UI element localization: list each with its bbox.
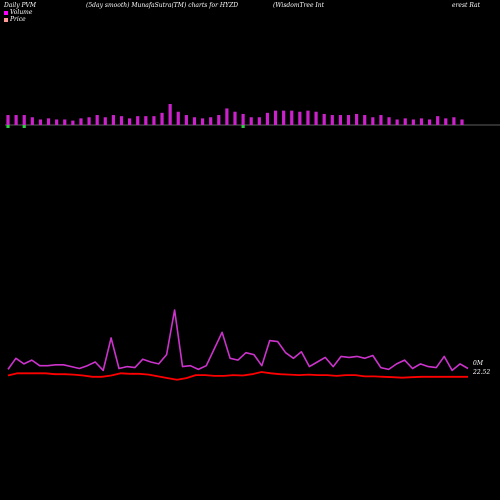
volume-bar xyxy=(217,115,221,125)
last-price-label: 22.52 xyxy=(473,369,491,376)
volume-bar xyxy=(379,115,383,125)
volume-bar xyxy=(249,117,253,125)
volume-bar xyxy=(152,116,156,125)
volume-bar xyxy=(460,119,464,125)
volume-bar xyxy=(241,113,245,125)
volume-bar xyxy=(184,115,188,125)
volume-bar-down xyxy=(22,125,26,128)
volume-bar xyxy=(403,118,407,125)
volume-bar xyxy=(14,115,18,125)
volume-bar xyxy=(395,119,399,125)
volume-bar xyxy=(322,113,326,125)
volume-bar xyxy=(144,116,148,125)
volume-bar xyxy=(290,110,294,125)
volume-bar xyxy=(176,111,180,125)
header-right-a: (WisdomTree Int xyxy=(273,2,325,9)
volume-bar xyxy=(265,112,270,125)
volume-bar xyxy=(233,111,237,125)
volume-bar xyxy=(346,115,351,125)
volume-bar xyxy=(71,120,75,125)
legend-volume-label: Volume xyxy=(10,9,33,16)
volume-bar xyxy=(136,116,140,125)
volume-bar xyxy=(111,115,115,125)
volume-bar xyxy=(209,117,213,125)
price-line xyxy=(7,371,468,381)
volume-bar xyxy=(103,117,107,125)
volume-bar xyxy=(225,108,229,125)
legend-price: Price xyxy=(4,16,26,23)
volume-bar xyxy=(282,110,286,125)
volume-bar xyxy=(363,115,367,125)
volume-bar xyxy=(55,119,59,125)
header-center: (5day smooth) MunafaSutra(TM) charts for… xyxy=(86,2,239,9)
volume-bar xyxy=(436,116,440,125)
volume-bar xyxy=(6,115,10,125)
legend-price-label: Price xyxy=(10,16,26,23)
volume-bar xyxy=(95,115,99,125)
volume-bar-down xyxy=(241,125,245,128)
volume-bar xyxy=(38,119,43,125)
volume-bar xyxy=(119,116,124,125)
legend-volume: Volume xyxy=(4,9,32,16)
volume-bar xyxy=(79,118,83,125)
volume-bar xyxy=(355,113,359,125)
volume-bar xyxy=(427,119,432,125)
volume-bar xyxy=(257,117,261,125)
volume-bar xyxy=(371,117,375,125)
volume-bar xyxy=(168,104,172,125)
legend-volume-swatch xyxy=(4,10,8,15)
volume-bar xyxy=(387,117,391,125)
volume-bar xyxy=(411,119,415,125)
volume-bar xyxy=(200,118,205,125)
volume-bar xyxy=(298,111,302,125)
volume-bar xyxy=(306,110,310,125)
legend-price-swatch xyxy=(4,17,8,22)
header-right-b: erest Rat xyxy=(452,2,481,9)
volume-bar-down xyxy=(6,125,10,128)
volume-bar xyxy=(87,117,91,125)
volume-bar xyxy=(452,117,456,125)
volume-bar xyxy=(192,117,197,125)
volume-bar xyxy=(273,110,278,125)
volume-bar xyxy=(46,118,51,125)
volume-bar xyxy=(338,115,342,125)
volume-bar xyxy=(444,118,448,125)
volume-bar xyxy=(30,117,34,125)
volume-bar xyxy=(314,111,318,125)
volume-bar xyxy=(330,115,334,125)
header-left: Daily PVM xyxy=(4,2,37,9)
volume-bar xyxy=(63,119,67,125)
last-volume-label: 0M xyxy=(473,360,483,367)
volume-bar xyxy=(160,112,164,125)
volume-line xyxy=(7,309,469,372)
volume-bar xyxy=(419,118,424,125)
volume-bar xyxy=(22,115,26,125)
volume-bar xyxy=(128,118,132,125)
